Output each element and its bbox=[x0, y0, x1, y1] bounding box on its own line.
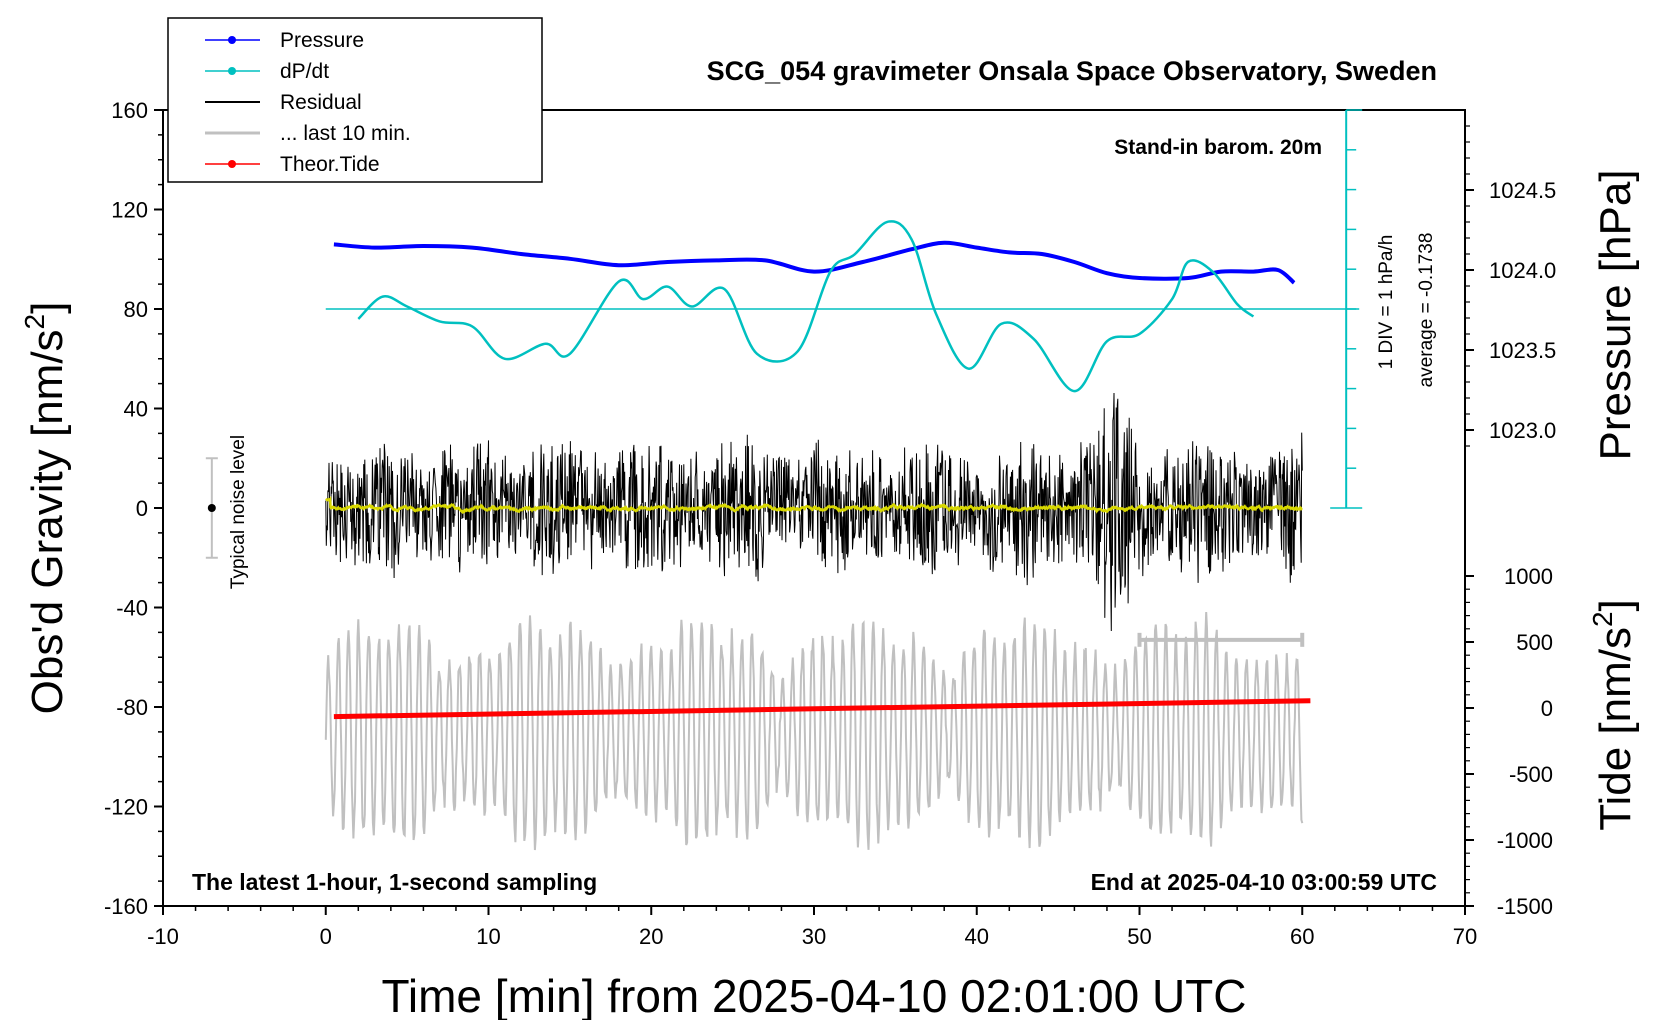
theoretical-tide-series bbox=[333, 698, 1311, 720]
tide-axis-title-sup: 2 bbox=[1587, 611, 1618, 627]
dpdt-average-label: average = -0.1738 bbox=[1416, 233, 1437, 388]
dpdt-series bbox=[357, 220, 1255, 393]
left-axis-title: Obs'd Gravity [nm/s2] bbox=[19, 302, 72, 715]
x-tick-label: 0 bbox=[320, 924, 332, 949]
left-axis-title-sup: 2 bbox=[19, 314, 50, 330]
legend: Pressure dP/dt Residual ... last 10 min. The… bbox=[167, 17, 543, 183]
x-axis: -10 0 10 20 30 40 50 60 70 bbox=[147, 906, 1477, 949]
left-tick-label: 40 bbox=[124, 397, 148, 422]
x-tick-label: 50 bbox=[1127, 924, 1151, 949]
tide-tick-label: -1500 bbox=[1497, 894, 1553, 919]
residual-mean-trace bbox=[325, 495, 1303, 515]
left-axis-title-end: ] bbox=[23, 302, 72, 314]
tide-tick-label: 0 bbox=[1541, 696, 1553, 721]
end-time-note: End at 2025-04-10 03:00:59 UTC bbox=[1091, 869, 1437, 895]
left-tick-label: 80 bbox=[124, 297, 148, 322]
tide-tick-label: 500 bbox=[1516, 630, 1553, 655]
legend-item: ... last 10 min. bbox=[205, 122, 411, 145]
pressure-tick-label: 1024.0 bbox=[1489, 258, 1556, 283]
pressure-tick-label: 1024.5 bbox=[1489, 178, 1556, 203]
pressure-axis-title: Pressure [hPa] bbox=[1591, 169, 1640, 460]
tide-axis: -1500 -1000 -500 0 500 1000 bbox=[1465, 564, 1553, 919]
left-tick-label: -160 bbox=[104, 894, 148, 919]
x-tick-label: -10 bbox=[147, 924, 179, 949]
tide-tick-label: -1000 bbox=[1497, 828, 1553, 853]
x-tick-label: 10 bbox=[476, 924, 500, 949]
x-tick-label: 30 bbox=[802, 924, 826, 949]
legend-label: Pressure bbox=[280, 29, 364, 52]
noise-level-indicator bbox=[205, 457, 218, 559]
x-tick-label: 70 bbox=[1453, 924, 1477, 949]
left-axis-title-text: Obs'd Gravity [nm/s bbox=[23, 329, 72, 714]
tide-axis-title-end: ] bbox=[1591, 599, 1640, 611]
tide-tick-label: -500 bbox=[1509, 762, 1553, 787]
tide-tick-label: 1000 bbox=[1504, 564, 1553, 589]
left-tick-label: -120 bbox=[104, 795, 148, 820]
residual-trace bbox=[325, 392, 1303, 632]
legend-label: dP/dt bbox=[280, 60, 329, 83]
legend-label: Residual bbox=[280, 91, 362, 114]
left-tick-label: 0 bbox=[136, 496, 148, 521]
left-tick-label: 120 bbox=[111, 198, 148, 223]
pressure-tick-label: 1023.0 bbox=[1489, 418, 1556, 443]
pressure-axis: 1023.0 1023.5 1024.0 1024.5 bbox=[1465, 125, 1556, 447]
left-tick-label: -80 bbox=[116, 695, 148, 720]
legend-item: Pressure bbox=[205, 29, 364, 52]
left-y-axis: -160 -120 -80 -40 0 40 80 120 160 bbox=[104, 98, 163, 919]
tide-axis-title: Tide [nm/s2] bbox=[1587, 599, 1640, 831]
last-10-min-trace bbox=[324, 611, 1304, 851]
sampling-note: The latest 1-hour, 1-second sampling bbox=[192, 869, 597, 895]
last-10-min-bar bbox=[1137, 632, 1305, 647]
x-tick-label: 60 bbox=[1290, 924, 1314, 949]
barometer-note: Stand-in barom. 20m bbox=[1114, 136, 1322, 159]
legend-label: ... last 10 min. bbox=[280, 122, 411, 145]
pressure-series bbox=[333, 240, 1296, 285]
left-tick-label: 160 bbox=[111, 98, 148, 123]
legend-swatch-dot bbox=[228, 36, 236, 44]
dpdt-div-label: 1 DIV = 1 hPa/h bbox=[1376, 235, 1397, 370]
tide-axis-title-text: Tide [nm/s bbox=[1591, 627, 1640, 831]
noise-level-label: Typical noise level bbox=[228, 435, 249, 589]
legend-box bbox=[167, 17, 543, 183]
pressure-tick-label: 1023.5 bbox=[1489, 338, 1556, 363]
left-tick-label: -40 bbox=[116, 596, 148, 621]
legend-item: dP/dt bbox=[205, 60, 329, 83]
x-axis-title: Time [min] from 2025-04-10 02:01:00 UTC bbox=[382, 970, 1247, 1020]
x-tick-label: 40 bbox=[965, 924, 989, 949]
legend-item: Residual bbox=[205, 91, 362, 114]
x-tick-label: 20 bbox=[639, 924, 663, 949]
legend-label: Theor.Tide bbox=[280, 153, 380, 176]
noise-center-dot bbox=[207, 504, 216, 512]
chart-title: SCG_054 gravimeter Onsala Space Observat… bbox=[707, 56, 1437, 86]
legend-swatch-dot bbox=[228, 160, 236, 168]
legend-item: Theor.Tide bbox=[205, 153, 380, 176]
legend-swatch-dot bbox=[228, 67, 236, 75]
